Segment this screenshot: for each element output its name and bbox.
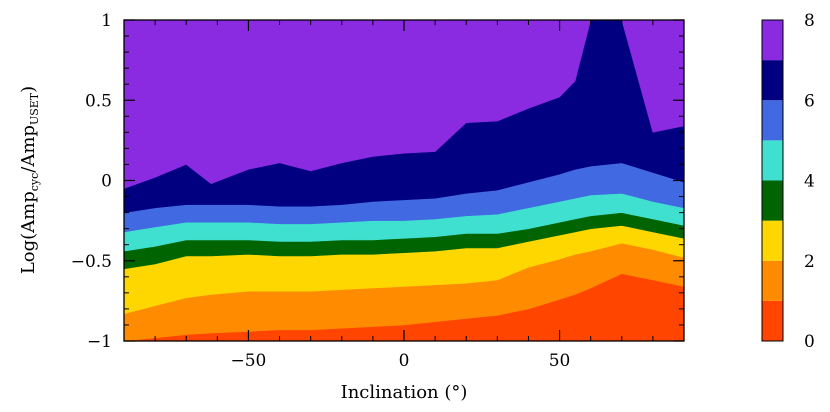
colorbar-tick-label: 6: [804, 91, 815, 111]
colorbar-swatch-4-5: [762, 140, 783, 181]
x-axis-title: Inclination (°): [341, 382, 468, 403]
y-tick-label: 0: [101, 172, 112, 192]
colorbar-swatch-0-1: [762, 300, 783, 341]
colorbar-swatch-6-7: [762, 60, 783, 101]
colorbar-swatch-2-3: [762, 220, 783, 261]
colorbar: [762, 20, 783, 341]
y-tick-label: −1: [87, 332, 112, 352]
y-tick-label: −0.5: [71, 252, 112, 272]
colorbar-tick-label: 0: [804, 332, 815, 352]
colorbar-tick-label: 4: [804, 172, 815, 192]
colorbar-swatch-3-4: [762, 180, 783, 221]
x-tick-label: 50: [549, 351, 571, 371]
contour-bands: [124, 20, 684, 341]
colorbar-swatch-5-6: [762, 100, 783, 141]
colorbar-tick-label: 8: [804, 11, 815, 31]
contour-band-7-8: [124, 20, 684, 189]
axis-ticks: [124, 19, 684, 342]
axis-tick-labels: −50 0 50 −1 −0.5 0 0.5 1: [71, 11, 571, 371]
colorbar-tick-label: 2: [804, 252, 815, 272]
y-axis-title: Log(Ampcyc/AmpUSET): [18, 86, 41, 274]
y-tick-label: 1: [101, 11, 112, 31]
colorbar-swatch-1-2: [762, 260, 783, 301]
colorbar-swatch-7-8: [762, 20, 783, 61]
colorbar-tick-labels: 0 2 4 6 8: [804, 11, 815, 352]
x-tick-label: 0: [399, 351, 410, 371]
colorbar-frame: [761, 19, 784, 342]
x-tick-label: −50: [230, 351, 266, 371]
y-tick-label: 0.5: [85, 91, 112, 111]
